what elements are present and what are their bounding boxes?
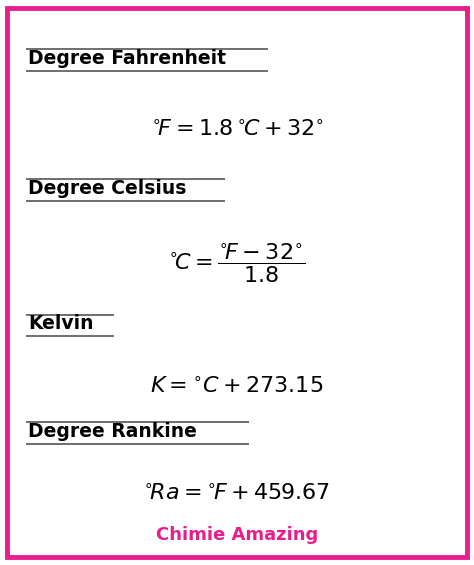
Text: Chimie Amazing: Chimie Amazing (156, 525, 318, 544)
Text: $^{\circ}\!C = \dfrac{^{\circ}\!F - 32^{\circ}}{1.8}$: $^{\circ}\!C = \dfrac{^{\circ}\!F - 32^{… (168, 241, 306, 285)
Text: $^{\circ}\!Ra = ^{\circ}\!F + 459.67$: $^{\circ}\!Ra = ^{\circ}\!F + 459.67$ (144, 484, 330, 505)
Text: Degree Celsius: Degree Celsius (28, 179, 187, 198)
Text: $K =^{\circ} C + 273.15$: $K =^{\circ} C + 273.15$ (150, 377, 324, 397)
Text: Degree Rankine: Degree Rankine (28, 421, 197, 441)
Text: $^{\circ}\!F = 1.8\,^{\circ}\!C + 32^{\circ}$: $^{\circ}\!F = 1.8\,^{\circ}\!C + 32^{\c… (151, 120, 323, 140)
FancyBboxPatch shape (7, 8, 467, 557)
Text: Degree Fahrenheit: Degree Fahrenheit (28, 49, 227, 68)
Text: Kelvin: Kelvin (28, 314, 94, 333)
